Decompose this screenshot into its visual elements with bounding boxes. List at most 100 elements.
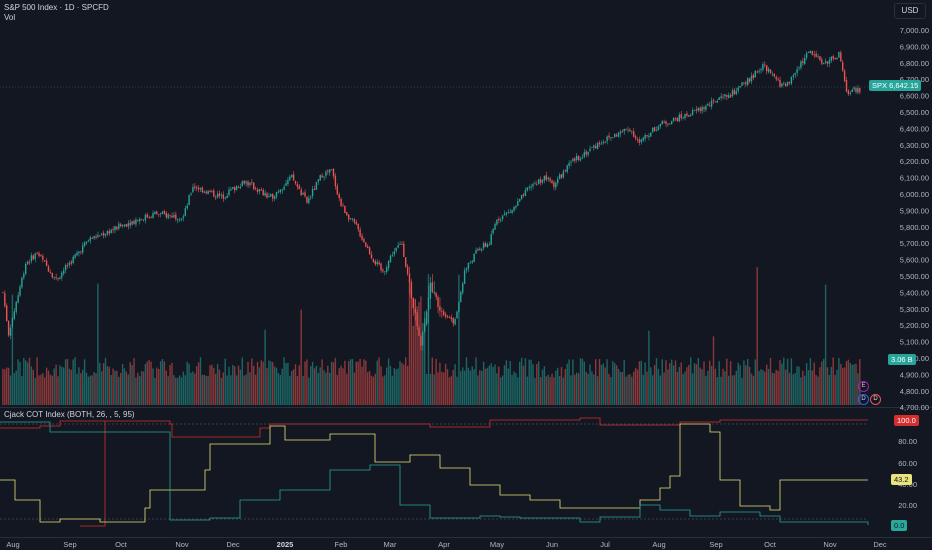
volume-bar xyxy=(91,375,93,405)
volume-bar xyxy=(530,359,532,405)
candle-body xyxy=(722,96,724,98)
candle-body xyxy=(743,82,745,84)
volume-bar xyxy=(313,368,316,405)
volume-bar xyxy=(823,358,825,405)
volume-bar xyxy=(85,372,88,405)
candle-body xyxy=(745,82,747,85)
volume-bar xyxy=(161,358,164,405)
volume-bar xyxy=(425,373,428,405)
symbol-title[interactable]: S&P 500 Index · 1D · SPCFD xyxy=(4,3,109,12)
candle-body xyxy=(241,181,243,187)
candle-body xyxy=(815,53,817,57)
candle-body xyxy=(298,186,300,190)
candle-body xyxy=(213,190,215,197)
candle-body xyxy=(566,165,568,173)
candle-body xyxy=(144,214,147,221)
candle-body xyxy=(724,94,726,97)
candle-body xyxy=(325,171,327,176)
candle-body xyxy=(205,191,207,194)
candle-body xyxy=(448,317,451,318)
volume-bar xyxy=(7,367,10,405)
volume-bar xyxy=(686,367,688,405)
candle-body xyxy=(159,213,162,214)
candle-body xyxy=(279,189,281,192)
candle-body xyxy=(585,151,587,155)
candle-body xyxy=(682,118,684,119)
volume-bar xyxy=(55,364,57,405)
volume-bar xyxy=(748,366,751,405)
candle-body xyxy=(716,100,718,103)
candle-body xyxy=(300,189,302,196)
candle-body xyxy=(348,214,350,220)
price-axis-label: 6,200.00 xyxy=(900,157,929,166)
candle-body xyxy=(519,199,521,202)
volume-bar xyxy=(11,294,14,405)
volume-bar xyxy=(353,372,356,405)
volume-bar xyxy=(595,359,597,405)
candle-body xyxy=(564,170,566,172)
volume-bar xyxy=(277,373,280,405)
candle-body xyxy=(663,122,665,123)
candle-body xyxy=(272,194,274,199)
volume-bar xyxy=(653,365,656,405)
earnings-event-icon[interactable]: E xyxy=(858,381,869,392)
candle-body xyxy=(211,191,213,193)
volume-bar xyxy=(519,361,521,405)
volume-bar xyxy=(705,375,707,405)
candle-body xyxy=(378,262,380,265)
candle-body xyxy=(587,151,589,155)
indicator-title[interactable]: Cjack COT Index (BOTH, 26, , 5, 95) xyxy=(4,410,135,419)
candle-body xyxy=(258,189,261,192)
candle-body xyxy=(486,244,489,247)
volume-bar xyxy=(243,375,245,405)
volume-bar xyxy=(334,357,337,405)
candle-body xyxy=(574,158,576,161)
candle-body xyxy=(302,193,304,195)
volume-bar xyxy=(222,372,224,405)
candle-body xyxy=(296,184,299,187)
volume-bar xyxy=(802,370,804,405)
candle-body xyxy=(425,311,428,325)
volume-bar xyxy=(760,369,762,405)
volume-bar xyxy=(414,299,416,405)
volume-bar xyxy=(541,369,544,405)
candle-body xyxy=(511,210,513,213)
currency-button[interactable]: USD xyxy=(894,3,926,19)
dividend-event-icon[interactable]: D xyxy=(858,394,869,405)
volume-bar xyxy=(346,373,348,405)
volume-bar xyxy=(188,363,190,405)
volume-bar xyxy=(644,362,646,405)
volume-bar xyxy=(125,371,128,405)
candle-body xyxy=(631,131,633,133)
candle-body xyxy=(273,196,276,199)
candle-body xyxy=(465,268,468,271)
candle-body xyxy=(321,175,323,178)
volume-bar xyxy=(652,375,654,405)
price-axis-label: 6,100.00 xyxy=(900,174,929,183)
volume-bar xyxy=(30,366,33,405)
candle-body xyxy=(507,211,509,213)
candle-body xyxy=(355,222,357,225)
volume-bar xyxy=(456,376,458,405)
volume-bar xyxy=(646,371,648,405)
candle-body xyxy=(674,118,677,120)
candle-body xyxy=(15,301,17,312)
volume-bar xyxy=(604,367,606,405)
volume-bar xyxy=(218,369,221,405)
split-event-icon[interactable]: D xyxy=(870,394,881,405)
volume-bar xyxy=(424,318,426,405)
volume-bar xyxy=(310,365,312,405)
candle-body xyxy=(826,61,829,64)
price-badge-value: 6,642.15 xyxy=(889,81,919,90)
volume-bar xyxy=(197,362,200,405)
volume-bar xyxy=(192,371,194,405)
volume-bar xyxy=(718,361,720,405)
volume-bar xyxy=(634,367,637,405)
volume-bar xyxy=(581,358,584,405)
candle-body xyxy=(855,88,857,92)
volume-bar xyxy=(408,280,411,405)
volume-bar xyxy=(247,361,249,405)
volume-bar xyxy=(505,360,508,405)
candle-body xyxy=(614,134,616,138)
